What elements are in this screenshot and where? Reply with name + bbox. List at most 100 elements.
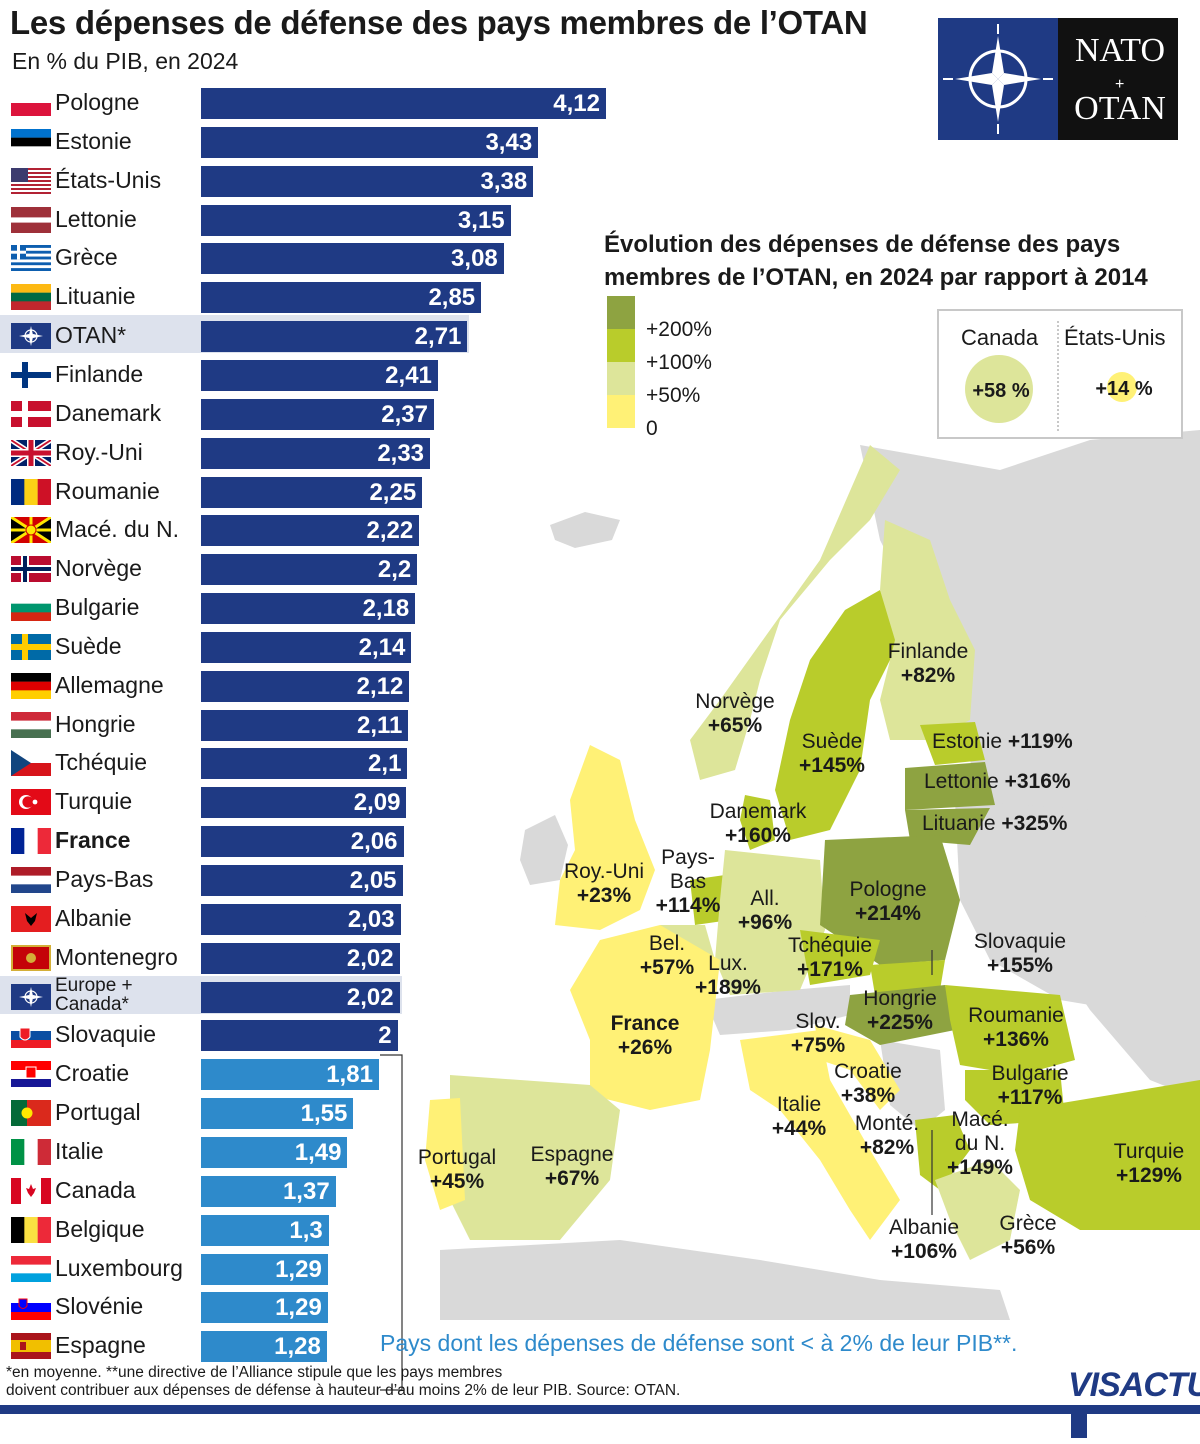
flag-icon [11, 206, 51, 233]
bar-row: Norvège 2,2 [0, 548, 419, 586]
map-country-label: Croatie +38% [834, 1060, 902, 1107]
bar: 2,14 [201, 631, 412, 663]
bar: 2 [201, 1020, 398, 1052]
flag-icon [11, 245, 51, 272]
bar-category-label: Pays-Bas [55, 866, 154, 892]
bar-value-label: 2,22 [366, 517, 414, 545]
ireland-landmass [520, 815, 568, 885]
sweden-shape [775, 590, 900, 840]
bar-row: Lettonie 3,15 [0, 199, 513, 237]
bar-value-label: 1,3 [289, 1216, 323, 1244]
bar-category-label: Pologne [55, 89, 140, 115]
bar: 1,55 [201, 1098, 354, 1130]
flag-icon [9, 437, 53, 468]
bar-row: Roumanie 2,25 [0, 471, 424, 509]
bar-category-label: Albanie [55, 904, 132, 931]
bar-value-label: 2,1 [368, 750, 402, 778]
estonia-shape [920, 722, 985, 765]
map-country-label: Italie +44% [771, 1093, 827, 1140]
bar-row: Grèce 3,08 [0, 237, 506, 275]
bar-category-label: Portugal [55, 1099, 141, 1126]
map-country-label: Pologne +214% [849, 878, 927, 925]
bar-value-label: 2,85 [428, 284, 476, 312]
map-country-label: Slovaquie +155% [973, 930, 1067, 977]
switzerland-austria [705, 985, 850, 1035]
bar-category-label: France [55, 827, 131, 854]
bar-category-label: Danemark [55, 399, 162, 426]
flag-icon [11, 1294, 51, 1321]
bar: 2,09 [201, 787, 407, 819]
bar-category-label: Luxembourg [55, 1254, 183, 1281]
bar-category-label: Suède [55, 632, 122, 659]
map-country-label: Lux. +189% [695, 952, 761, 999]
bar-category-label: Tchéquie [55, 749, 148, 776]
bar-category-label: OTAN* [55, 322, 127, 349]
nato-logo-plus: + [1115, 76, 1125, 93]
map-country-label: Tchéquie +171% [787, 934, 873, 981]
flag-icon [11, 828, 52, 855]
bar-value-label: 2,37 [381, 400, 428, 428]
bar: 2,33 [201, 437, 431, 469]
balkans-nonmember [880, 1040, 945, 1130]
flag-icon [11, 167, 51, 194]
bar-row: Pays-Bas 2,05 [0, 859, 405, 897]
bar-value-label: 2,02 [346, 983, 394, 1011]
norway-shape [690, 445, 900, 780]
bar-value-label: 1,81 [326, 1061, 373, 1089]
inset-usa-circle [1107, 372, 1137, 402]
bar: 2,02 [201, 981, 400, 1013]
map-country-label: Hongrie +225% [863, 987, 937, 1034]
belarus-ukraine [955, 800, 1150, 1010]
map-title: Évolution des dépenses de défense des pa… [604, 231, 1148, 291]
flag-icon [11, 750, 51, 777]
bar-row: Europe + Canada* 2,02 [0, 975, 402, 1014]
bar-value-label: 1,55 [300, 1100, 348, 1128]
bar-value-label: 2,2 [377, 556, 412, 584]
flag-icon [11, 1138, 52, 1165]
flag-icon [11, 1022, 51, 1049]
bar-value-label: 2,09 [353, 789, 401, 817]
uk-shape [555, 745, 655, 930]
map-country-label: Roumanie +136% [968, 1004, 1064, 1051]
bar-category-label: Belgique [55, 1215, 145, 1242]
bar-row: Roy.-Uni 2,33 [0, 432, 432, 470]
bar: 2,06 [201, 826, 404, 858]
map-country-label: Lituanie +325% [922, 812, 1068, 835]
map-country-label: Portugal +45% [417, 1146, 497, 1193]
map-country-label: Finlande +82% [887, 640, 969, 687]
bar-category-label: Slovaquie [55, 1021, 157, 1048]
bar-category-label: Slovénie [55, 1293, 144, 1320]
bar: 2,85 [201, 282, 482, 314]
map-country-label: Espagne +67% [530, 1143, 614, 1190]
bar-category-label: Macé. du N. [55, 516, 179, 543]
albania-macedonia [915, 1115, 970, 1190]
bar: 3,43 [201, 126, 539, 158]
footnote-line2: doivent contribuer aux dépenses de défen… [6, 1382, 681, 1399]
map-country-label: Pays- Bas +114% [655, 846, 721, 917]
bar-value-label: 2,71 [414, 323, 462, 351]
bar-value-label: 2,25 [369, 478, 417, 506]
finland-shape [880, 520, 975, 740]
flag-icon [11, 284, 51, 311]
flag-icon [11, 400, 51, 427]
bar: 2,1 [201, 748, 408, 780]
flag-icon [11, 672, 51, 699]
bar-value-label: 2,14 [358, 633, 406, 661]
nato-logo-line1: NATO [1074, 32, 1166, 69]
poland-shape [820, 835, 960, 965]
bar-category-label: Hongrie [55, 710, 136, 737]
footnote: *en moyenne. **une directive de l’Allian… [6, 1364, 680, 1400]
bar-value-label: 2,11 [357, 711, 403, 739]
flag-icon [11, 556, 51, 583]
bar-category-label: Bulgarie [55, 594, 140, 621]
bar-row: Albanie 2,03 [0, 898, 403, 936]
inset-canada-circle [965, 355, 1033, 423]
bar-value-label: 2,18 [362, 595, 410, 623]
map-country-label: Estonie +119% [932, 730, 1073, 753]
bar: 2,18 [201, 593, 416, 625]
bar: 2,37 [201, 398, 434, 430]
bar-row: Lituanie 2,85 [0, 276, 483, 314]
map-country-label: Monté. +82% [854, 1112, 920, 1159]
legend-swatch-200 [607, 296, 635, 329]
flag-icon [11, 323, 51, 350]
